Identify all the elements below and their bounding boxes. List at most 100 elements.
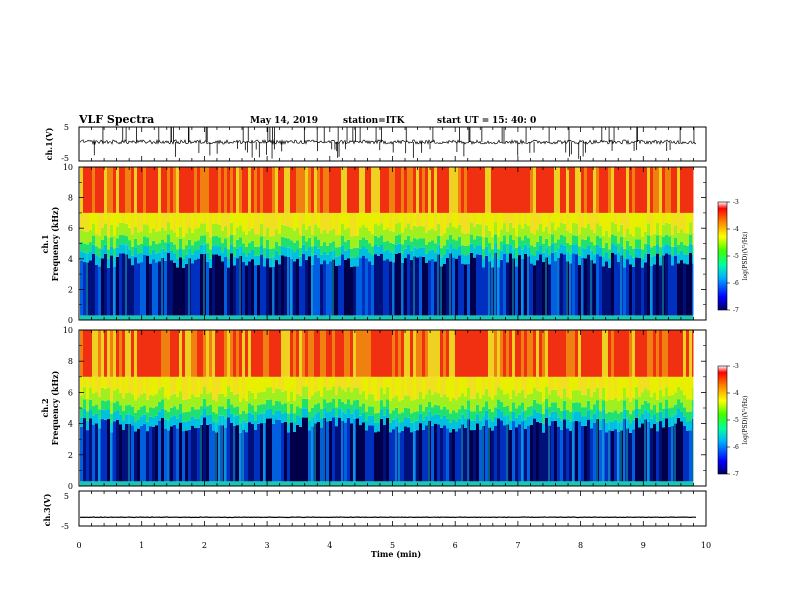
spectrogram-cell [620, 255, 623, 316]
spectrogram-cell [176, 315, 179, 320]
spectrogram-cell [503, 394, 506, 407]
spectrogram-cell [197, 315, 200, 320]
spectrogram-cell [224, 376, 227, 397]
spectrogram-cell [305, 241, 308, 251]
spectrogram-cell [542, 401, 545, 414]
spectrogram-cell [578, 234, 581, 247]
spectrogram-cell [98, 396, 101, 410]
spectrogram-cell [170, 167, 173, 213]
spectrogram-cell [623, 409, 626, 420]
spectrogram-cell [362, 246, 365, 256]
spectrogram-cell [533, 265, 536, 316]
spectrogram-cell [446, 428, 449, 482]
spectrogram-cell [569, 263, 572, 316]
spectrogram-cell [566, 167, 569, 213]
spectrogram-cell [428, 212, 431, 230]
spectrogram-cell [527, 238, 530, 248]
spectrogram-cell [107, 237, 110, 250]
spectrogram-cell [86, 231, 89, 245]
spectrogram-cell [581, 425, 584, 482]
spectrogram-cell [125, 330, 128, 377]
spectrogram-cell [239, 432, 242, 482]
spectrogram-cell [404, 212, 407, 228]
spectrogram-cell [437, 235, 440, 246]
spectrogram-cell [413, 430, 416, 482]
spectrogram-cell [311, 395, 314, 408]
spectrogram-cell [143, 254, 146, 316]
spectrogram-cell [263, 257, 266, 267]
spectrogram-cell [584, 315, 587, 320]
spectrogram-cell [86, 253, 89, 263]
spectrogram-cell [410, 315, 413, 320]
spectrogram-cell [221, 394, 224, 407]
spectrogram-cell [440, 376, 443, 397]
spectrogram-cell [413, 212, 416, 226]
spectrogram-cell [581, 376, 584, 395]
spectrogram-cell [185, 430, 188, 482]
spectrogram-cell [467, 233, 470, 246]
spectrogram-cell [650, 265, 653, 316]
spectrogram-cell [242, 167, 245, 213]
spectrogram-cell [665, 222, 668, 235]
ch1-waveform-x-ticks [78, 127, 707, 161]
spectrogram-cell [182, 376, 185, 400]
spectrogram-cell [536, 315, 539, 320]
spectrogram-cell [266, 239, 269, 250]
spectrogram-cell [269, 481, 272, 486]
spectrogram-cell [287, 238, 290, 248]
spectrogram-cell [218, 225, 221, 238]
spectrogram-cell [365, 481, 368, 486]
spectrogram-cell [170, 481, 173, 486]
spectrogram-cell [359, 239, 362, 249]
spectrogram-cell [275, 315, 278, 320]
ch1-colorbar-gradient [717, 201, 728, 311]
spectrogram-cell [167, 430, 170, 482]
spectrogram-cell [680, 250, 683, 261]
spectrogram-cell [353, 167, 356, 213]
spectrogram-cell [488, 418, 491, 428]
spectrogram-cell [491, 421, 494, 431]
spectrogram-cell [284, 481, 287, 486]
spectrogram-cell [323, 399, 326, 409]
spectrogram-cell [119, 244, 122, 254]
spectrogram-cell [320, 264, 323, 316]
spectrogram-cell [668, 408, 671, 418]
spectrogram-cell [362, 167, 365, 213]
spectrogram-cell [341, 411, 344, 421]
spectrogram-cell [230, 391, 233, 405]
spectrogram-cell [500, 389, 503, 402]
spectrogram-cell [686, 481, 689, 486]
spectrogram-cell [410, 481, 413, 486]
spectrogram-cell [497, 267, 500, 316]
spectrogram-cell [608, 249, 611, 259]
spectrogram-cell [632, 429, 635, 482]
spectrogram-cell [638, 330, 641, 377]
spectrogram-cell [638, 248, 641, 258]
spectrogram-cell [191, 245, 194, 255]
spectrogram-cell [680, 260, 683, 316]
spectrogram-cell [494, 376, 497, 395]
spectrogram-cell [152, 212, 155, 229]
spectrogram-cell [659, 167, 662, 213]
spectrogram-cell [272, 167, 275, 213]
spectrogram-cell [98, 167, 101, 213]
spectrogram-cell [431, 481, 434, 486]
spectrogram-cell [119, 235, 122, 245]
spectrogram-cell [599, 420, 602, 430]
spectrogram-cell [422, 212, 425, 227]
spectrogram-cell [665, 399, 668, 409]
spectrogram-cell [512, 376, 515, 390]
spectrogram-cell [206, 252, 209, 262]
spectrogram-cell [236, 258, 239, 316]
spectrogram-cell [260, 167, 263, 213]
spectrogram-cell [101, 227, 104, 240]
spectrogram-cell [101, 376, 104, 388]
spectrogram-cell [185, 254, 188, 264]
spectrogram-cell [683, 315, 686, 320]
spectrogram-cell [590, 250, 593, 261]
spectrogram-cell [347, 315, 350, 320]
spectrogram-cell [203, 212, 206, 224]
spectrogram-cell [218, 212, 221, 226]
spectrogram-cell [512, 240, 515, 250]
spectrogram-cell [530, 424, 533, 482]
